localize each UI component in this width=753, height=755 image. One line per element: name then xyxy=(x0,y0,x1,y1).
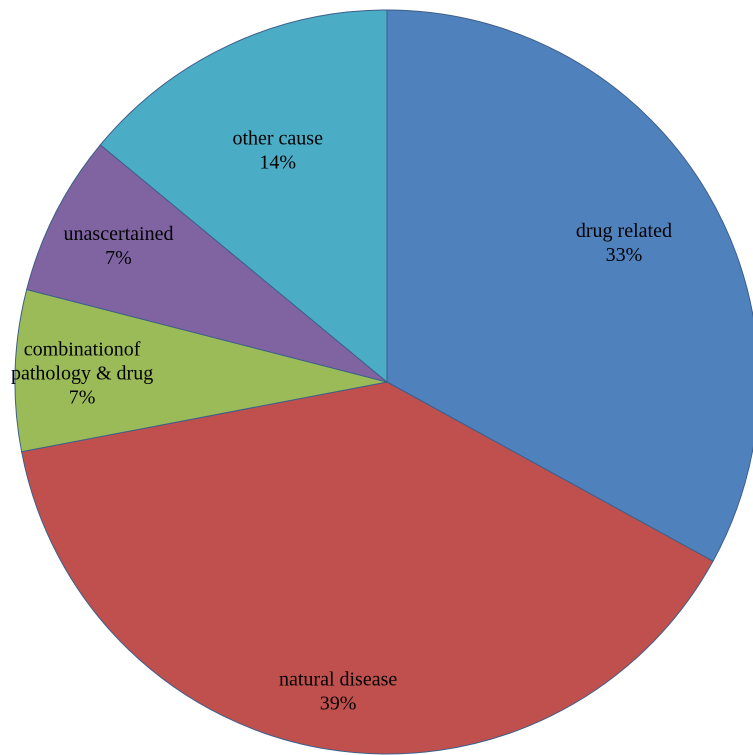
slice-percent: 14% xyxy=(259,152,296,174)
slice-category: unascertained xyxy=(64,223,174,245)
slice-category: pathology & drug xyxy=(11,362,153,384)
slice-label: combinationof pathology & drug 7% xyxy=(11,338,153,408)
slice-category: drug related xyxy=(576,220,672,242)
slice-label: other cause 14% xyxy=(232,128,323,174)
pie-slice xyxy=(386,9,753,562)
pie-slice xyxy=(21,381,714,755)
pie-slice xyxy=(14,288,388,453)
pie-slice xyxy=(99,9,388,384)
slice-percent: 33% xyxy=(606,244,643,266)
pie-slices xyxy=(14,9,753,755)
slice-percent: 7% xyxy=(105,247,132,269)
slice-percent: 39% xyxy=(320,693,357,715)
slice-category: natural disease xyxy=(279,669,397,691)
slice-category: combinationof xyxy=(24,338,141,360)
slice-percent: 7% xyxy=(69,386,96,408)
slice-label: unascertained 7% xyxy=(64,223,174,269)
pie-labels: drug related 33% natural disease 39% combina… xyxy=(11,128,672,715)
slice-label: natural disease 39% xyxy=(279,669,397,715)
slice-category: other cause xyxy=(232,128,323,150)
pie-slice xyxy=(26,144,388,383)
slice-label: drug related 33% xyxy=(576,220,672,266)
